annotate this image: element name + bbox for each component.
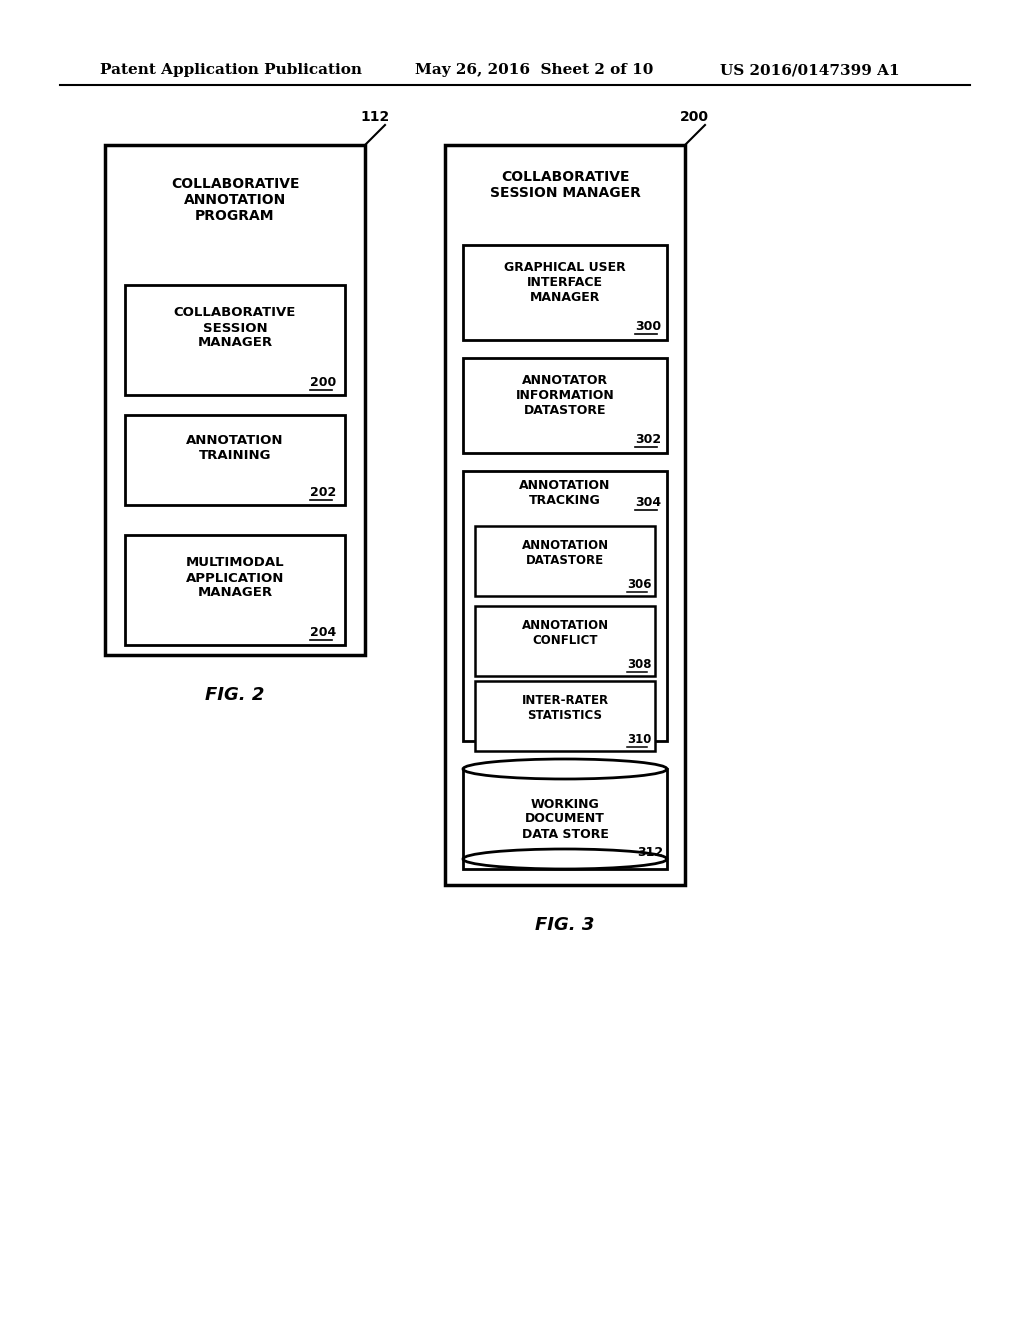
Text: 304: 304 <box>635 496 662 510</box>
Text: COLLABORATIVE
SESSION
MANAGER: COLLABORATIVE SESSION MANAGER <box>174 306 296 350</box>
Text: FIG. 2: FIG. 2 <box>206 686 264 704</box>
FancyBboxPatch shape <box>467 362 671 457</box>
FancyBboxPatch shape <box>445 145 685 884</box>
Text: ANNOTATOR
INFORMATION
DATASTORE: ANNOTATOR INFORMATION DATASTORE <box>516 374 614 417</box>
Text: 308: 308 <box>627 657 651 671</box>
Text: WORKING
DOCUMENT
DATA STORE: WORKING DOCUMENT DATA STORE <box>521 797 608 841</box>
Text: FIG. 3: FIG. 3 <box>536 916 595 935</box>
Text: 310: 310 <box>627 733 651 746</box>
Ellipse shape <box>463 759 667 779</box>
Text: ANNOTATION
DATASTORE: ANNOTATION DATASTORE <box>521 539 608 568</box>
FancyBboxPatch shape <box>479 685 659 755</box>
FancyBboxPatch shape <box>125 535 345 645</box>
FancyBboxPatch shape <box>463 246 667 341</box>
Text: 200: 200 <box>680 110 709 124</box>
Text: 306: 306 <box>627 578 651 591</box>
Text: 200: 200 <box>310 376 336 389</box>
FancyBboxPatch shape <box>467 249 671 345</box>
FancyBboxPatch shape <box>463 358 667 453</box>
Text: Patent Application Publication: Patent Application Publication <box>100 63 362 77</box>
FancyBboxPatch shape <box>463 471 667 741</box>
FancyBboxPatch shape <box>475 525 655 597</box>
FancyBboxPatch shape <box>129 289 349 399</box>
Text: ANNOTATION
TRAINING: ANNOTATION TRAINING <box>186 434 284 462</box>
Text: ANNOTATION
TRACKING: ANNOTATION TRACKING <box>519 479 610 507</box>
FancyBboxPatch shape <box>463 770 667 869</box>
Text: 300: 300 <box>635 319 662 333</box>
FancyBboxPatch shape <box>105 145 365 655</box>
Text: 202: 202 <box>310 486 336 499</box>
Text: 312: 312 <box>637 846 664 859</box>
FancyBboxPatch shape <box>479 531 659 601</box>
FancyBboxPatch shape <box>475 681 655 751</box>
Text: MULTIMODAL
APPLICATION
MANAGER: MULTIMODAL APPLICATION MANAGER <box>185 557 285 599</box>
Text: May 26, 2016  Sheet 2 of 10: May 26, 2016 Sheet 2 of 10 <box>415 63 653 77</box>
Text: ANNOTATION
CONFLICT: ANNOTATION CONFLICT <box>521 619 608 647</box>
Ellipse shape <box>463 849 667 869</box>
Text: US 2016/0147399 A1: US 2016/0147399 A1 <box>720 63 900 77</box>
Text: 112: 112 <box>360 110 389 124</box>
FancyBboxPatch shape <box>129 418 349 510</box>
FancyBboxPatch shape <box>129 539 349 649</box>
Text: INTER-RATER
STATISTICS: INTER-RATER STATISTICS <box>521 694 608 722</box>
Text: 204: 204 <box>310 626 336 639</box>
FancyBboxPatch shape <box>125 285 345 395</box>
Text: GRAPHICAL USER
INTERFACE
MANAGER: GRAPHICAL USER INTERFACE MANAGER <box>504 261 626 304</box>
FancyBboxPatch shape <box>125 414 345 506</box>
Text: 302: 302 <box>635 433 662 446</box>
Text: COLLABORATIVE
SESSION MANAGER: COLLABORATIVE SESSION MANAGER <box>489 170 640 201</box>
Text: COLLABORATIVE
ANNOTATION
PROGRAM: COLLABORATIVE ANNOTATION PROGRAM <box>171 177 299 223</box>
FancyBboxPatch shape <box>475 606 655 676</box>
FancyBboxPatch shape <box>479 610 659 680</box>
